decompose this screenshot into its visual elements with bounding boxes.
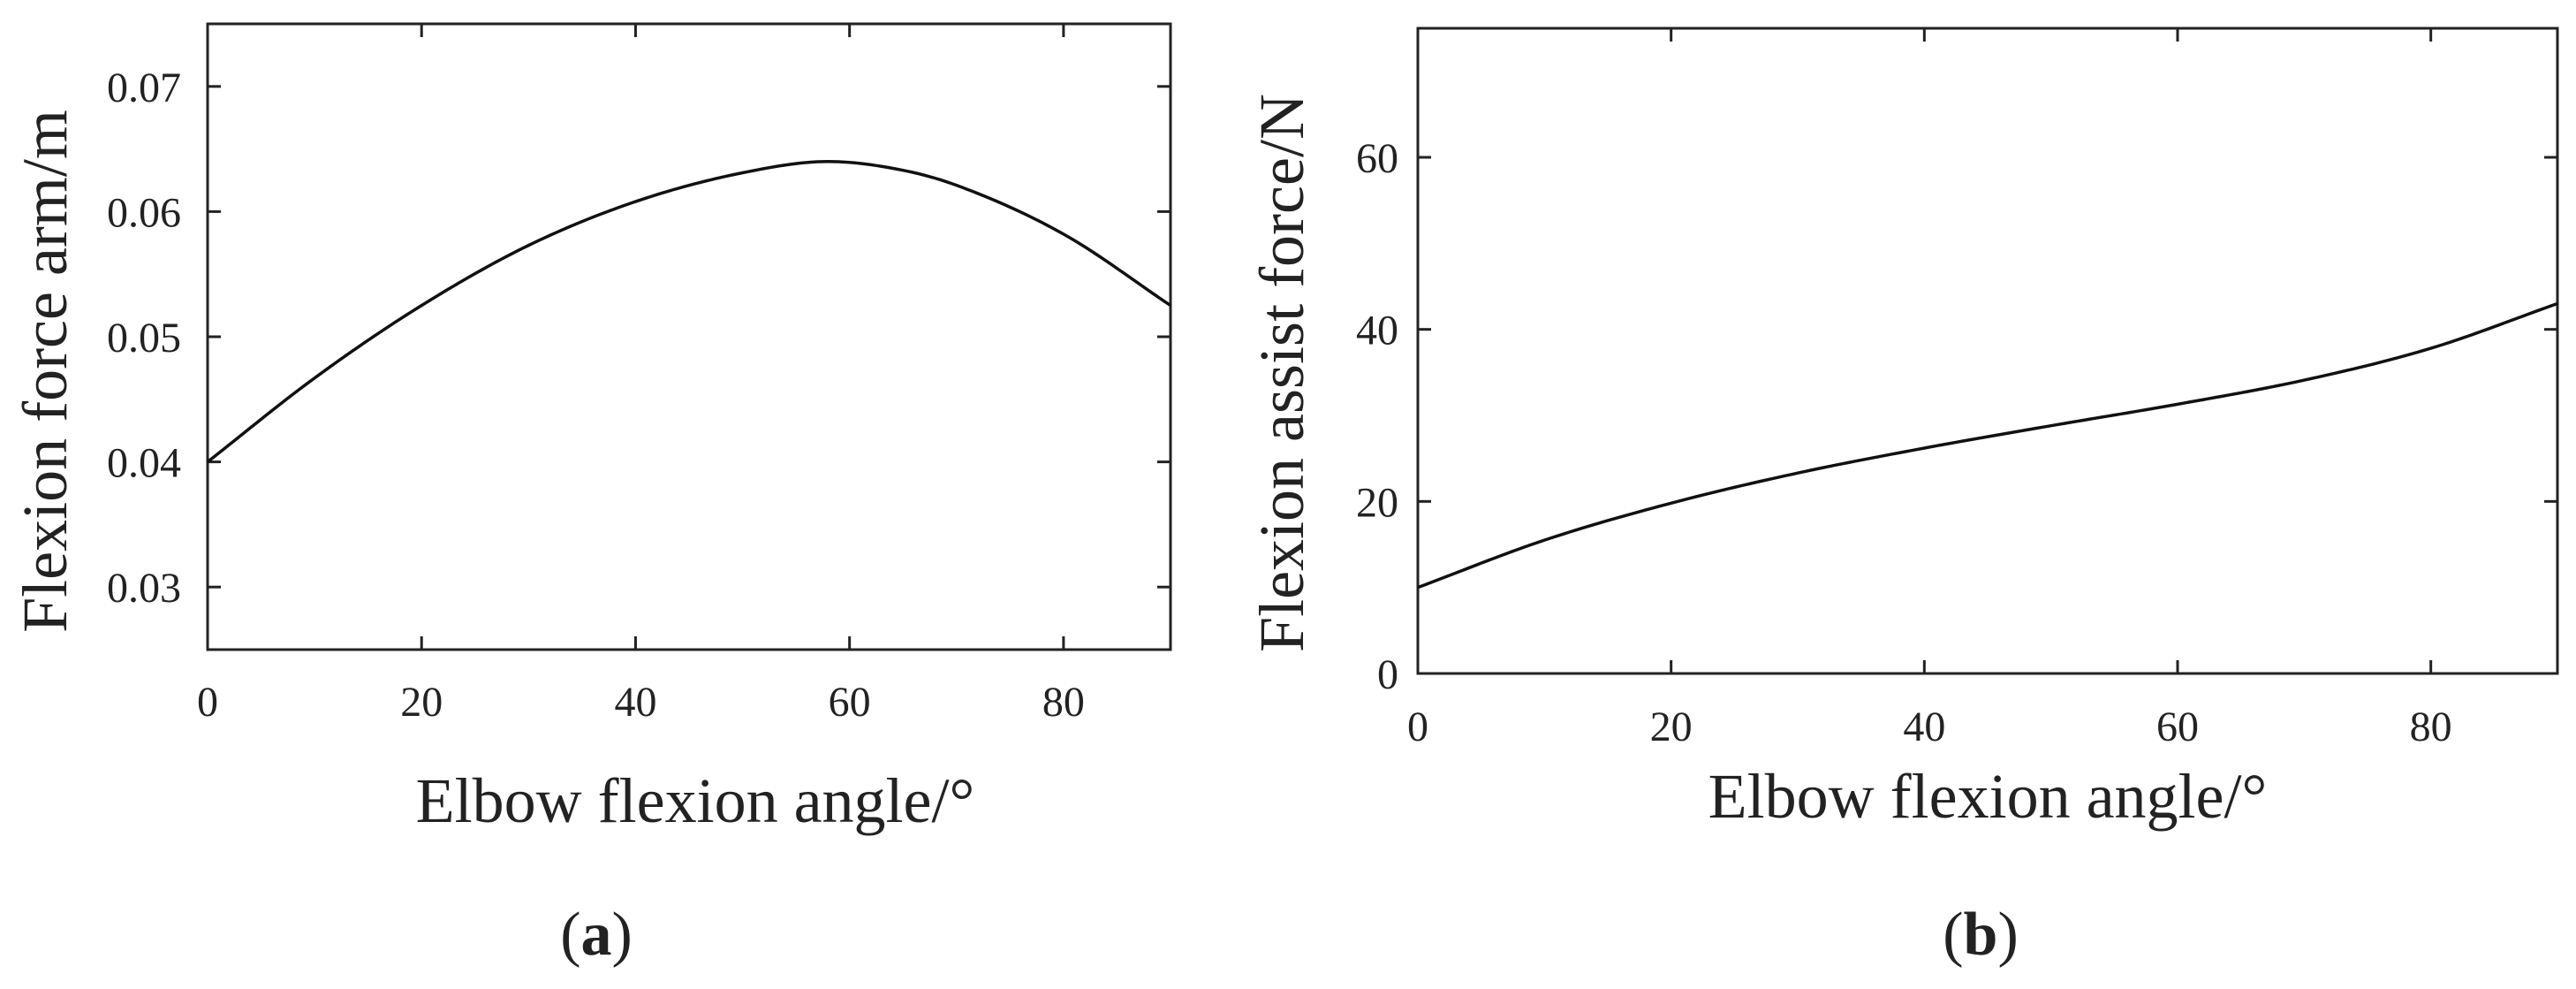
panel-label: (b) <box>1943 901 2019 969</box>
x-tick-label: 0 <box>1407 704 1428 750</box>
plot-frame <box>206 22 1172 651</box>
x-tick-label: 80 <box>2410 704 2452 750</box>
panel-label: (a) <box>560 901 633 969</box>
panel-b: 0 20 40 60 80 0 20 40 60 Flexion assist force/N El… <box>1246 27 2559 969</box>
y-tick-label: 0.07 <box>107 65 181 111</box>
y-tick-label: 20 <box>1356 479 1398 526</box>
series-line <box>206 160 1171 463</box>
series-line <box>1417 301 2558 590</box>
y-tick-label: 0 <box>1377 651 1398 698</box>
plot-frame <box>1416 27 2559 675</box>
panel-letter: a <box>581 901 612 969</box>
x-tick-label: 80 <box>1042 679 1085 726</box>
y-axis-label: Flexion force arm/m <box>10 110 80 633</box>
y-tick-label: 0.03 <box>107 565 181 612</box>
y-tick-label: 60 <box>1356 135 1398 182</box>
y-axis-label: Flexion assist force/N <box>1246 94 1317 652</box>
x-tick-label: 60 <box>829 679 871 726</box>
y-tick-label: 0.04 <box>107 440 181 487</box>
x-axis-label: Elbow flexion angle/° <box>416 765 975 836</box>
panel-a: 0 20 40 60 80 0.03 0.04 0.05 0.06 0.07 Flexion for… <box>10 22 1172 969</box>
x-tick-label: 40 <box>1903 704 1945 750</box>
x-tick-label: 20 <box>1650 704 1693 750</box>
x-tick-label: 20 <box>400 679 443 726</box>
y-tick-label: 40 <box>1356 308 1398 354</box>
x-tick-label: 40 <box>614 679 656 726</box>
x-tick-label: 60 <box>2156 704 2199 750</box>
y-tick-label: 0.06 <box>107 189 181 236</box>
x-axis-label: Elbow flexion angle/° <box>1708 761 2268 832</box>
x-tick-label: 0 <box>197 679 218 726</box>
panel-letter: b <box>1964 901 1998 969</box>
y-tick-label: 0.05 <box>107 315 181 361</box>
